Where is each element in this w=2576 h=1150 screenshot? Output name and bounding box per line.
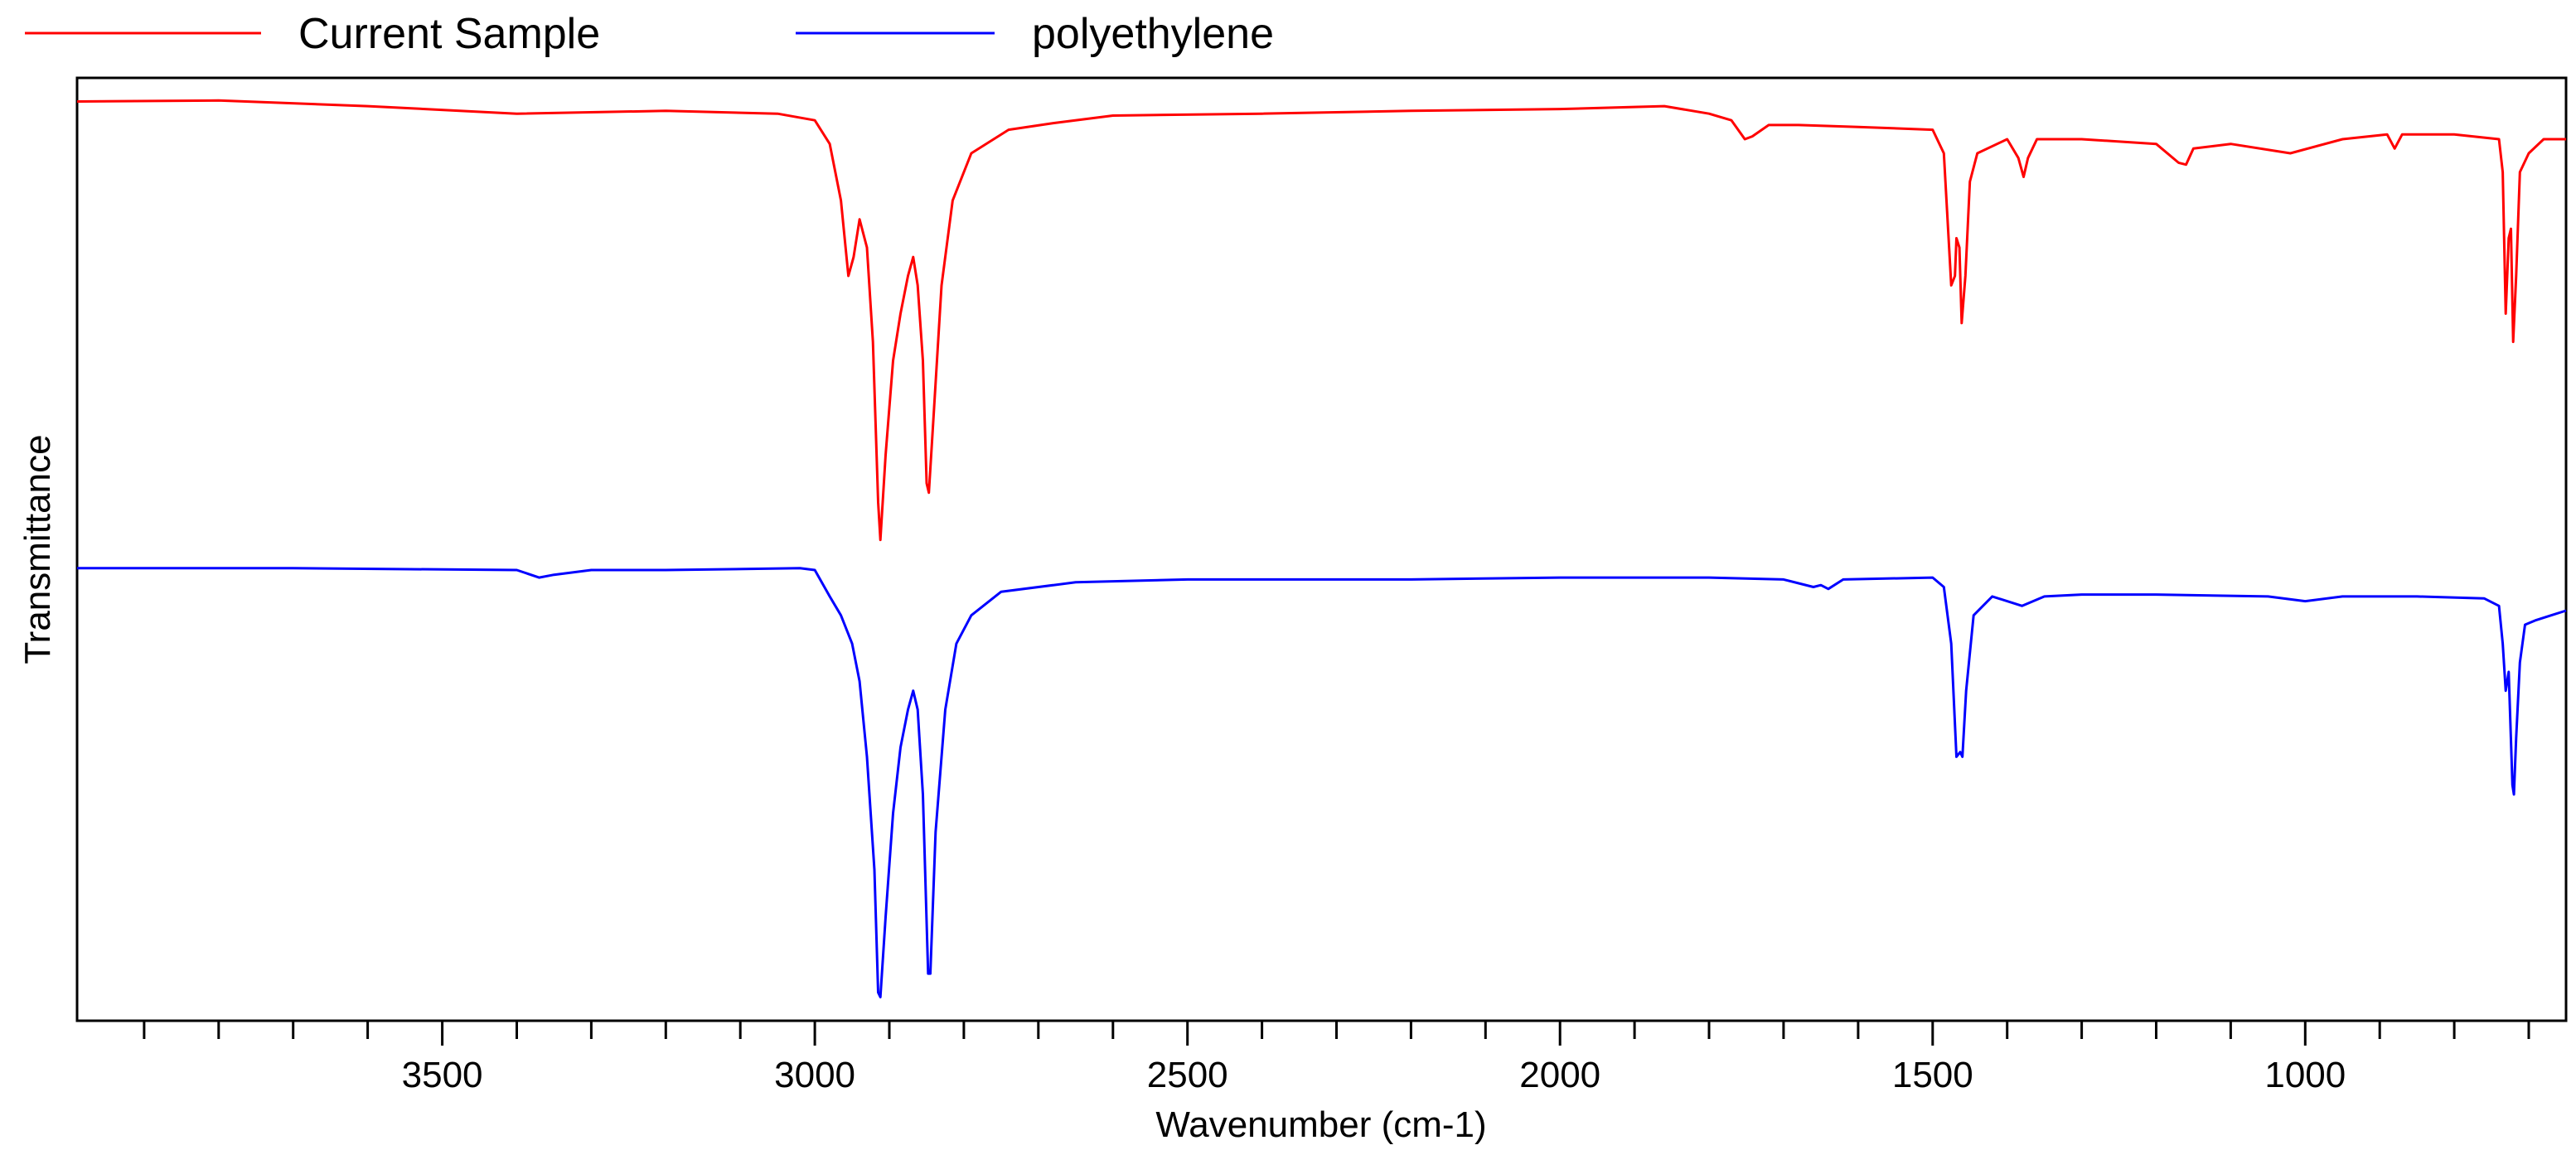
x-tick-label-1000: 1000: [2264, 1055, 2346, 1095]
x-tick-label-1500: 1500: [1892, 1055, 1973, 1095]
legend: Current Sample polyethylene: [25, 10, 1274, 58]
series-line-current-sample: [76, 99, 2566, 542]
x-tick-label-3500: 3500: [402, 1055, 483, 1095]
x-tick-label-3000: 3000: [774, 1055, 855, 1095]
legend-label-current-sample: Current Sample: [298, 10, 600, 58]
legend-item-polyethylene: polyethylene: [796, 10, 1274, 58]
x-tick-label-2500: 2500: [1147, 1055, 1228, 1095]
legend-item-current-sample: Current Sample: [25, 10, 600, 58]
series-line-polyethylene: [77, 567, 2567, 998]
x-axis-title: Wavenumber (cm-1): [1155, 1104, 1486, 1145]
x-tick-label-2000: 2000: [1519, 1055, 1600, 1095]
y-axis-title: Transmittance: [17, 434, 58, 664]
legend-label-polyethylene: polyethylene: [1032, 10, 1274, 58]
series-layer: [76, 99, 2567, 998]
plot-frame: [75, 76, 2568, 1022]
x-axis: 3500 3000 2500 2000 1500 1000: [143, 1021, 2530, 1095]
